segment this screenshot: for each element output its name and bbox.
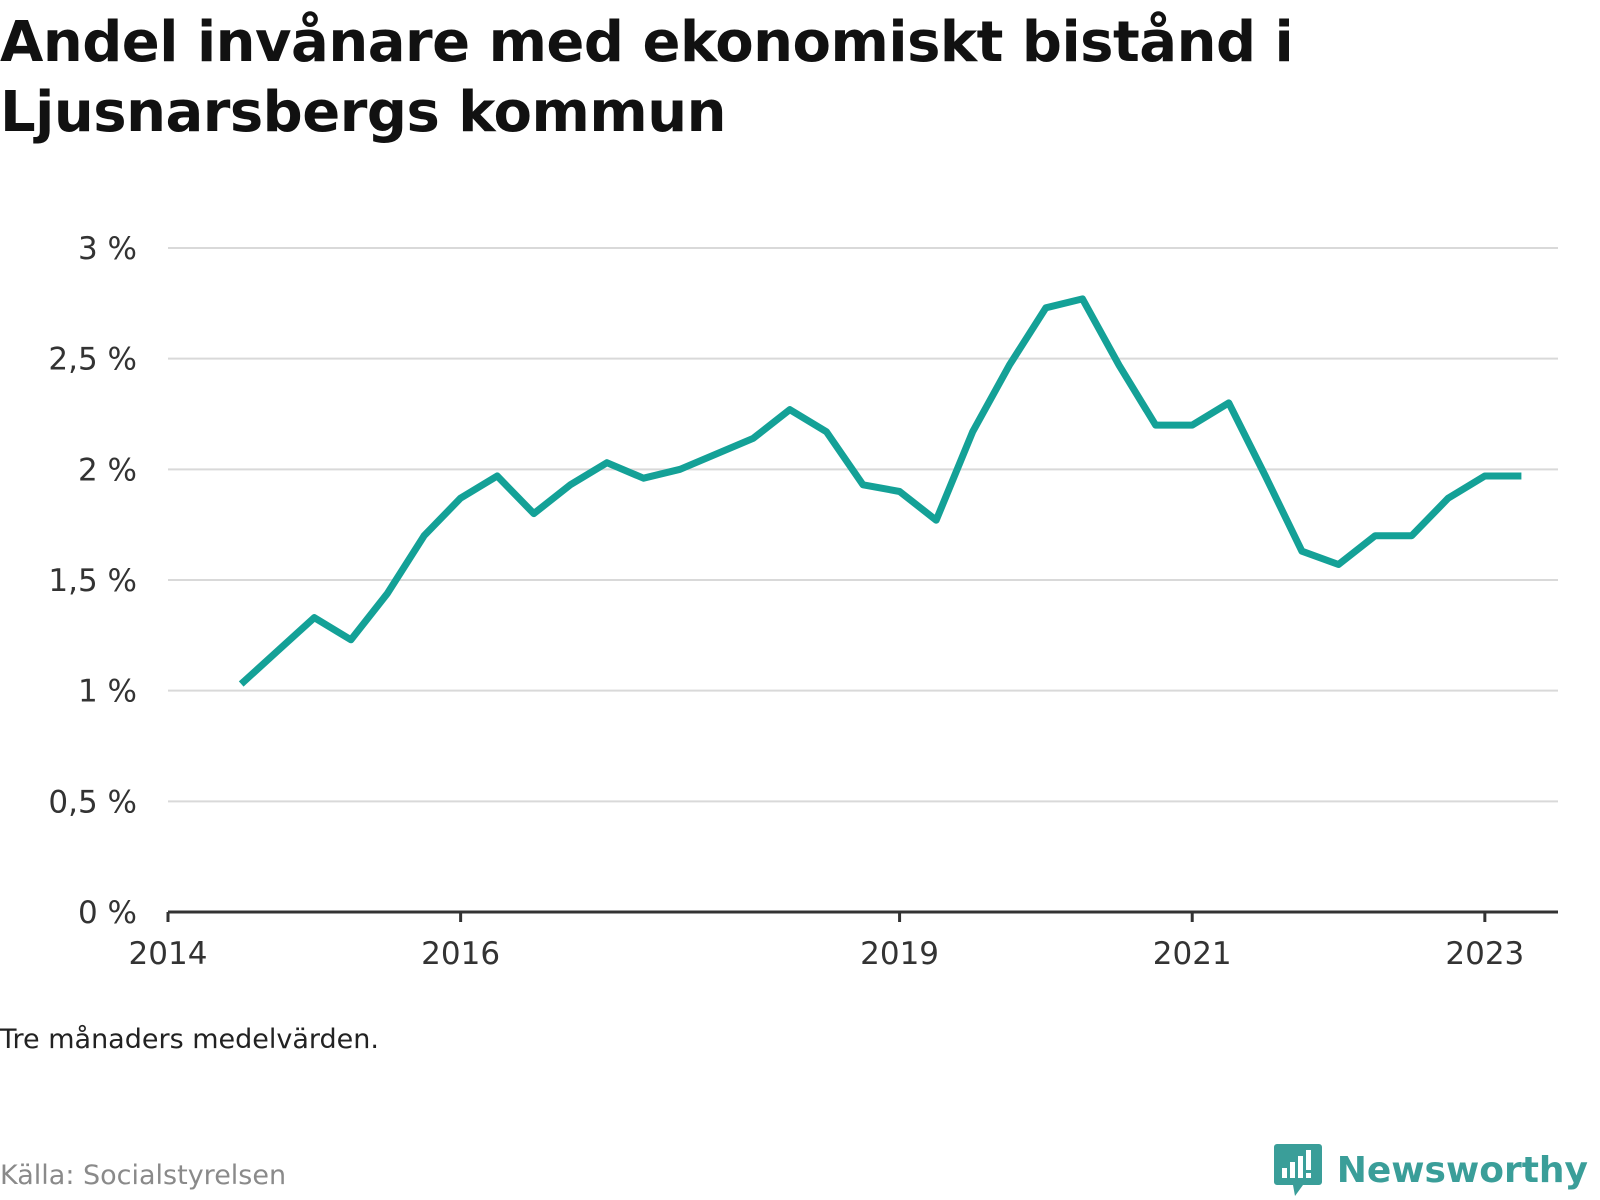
x-tick-label: 2019: [860, 936, 939, 972]
y-tick-label: 3 %: [78, 231, 137, 267]
brand-logo: Newsworthy: [1273, 1140, 1588, 1200]
x-axis: 2014 2016 2019 2021 2023: [129, 910, 1558, 972]
y-axis: 0 % 0,5 % 1 % 1,5 % 2 % 2,5 % 3 %: [48, 231, 137, 931]
y-tick-label: 0 %: [78, 895, 137, 931]
brand-name: Newsworthy: [1336, 1149, 1588, 1191]
chart-note: Tre månaders medelvärden.: [0, 1024, 379, 1055]
y-tick-label: 0,5 %: [48, 784, 137, 820]
y-tick-label: 2,5 %: [48, 342, 137, 378]
source-label: Källa: Socialstyrelsen: [0, 1160, 287, 1191]
x-tick-label: 2016: [421, 936, 500, 972]
x-tick-label: 2023: [1445, 936, 1524, 972]
chart-title: Andel invånare med ekonomiskt bistånd i …: [0, 10, 1294, 145]
y-tick-label: 1,5 %: [48, 563, 137, 599]
series-line: [238, 295, 1522, 687]
x-tick-label: 2014: [129, 936, 208, 972]
x-tick-label: 2021: [1153, 936, 1232, 972]
newsworthy-logo-icon: [1273, 1144, 1322, 1196]
series-lines: [238, 295, 1522, 687]
y-gridlines: [168, 247, 1558, 803]
y-tick-label: 1 %: [78, 674, 137, 710]
y-tick-label: 2 %: [78, 452, 137, 488]
